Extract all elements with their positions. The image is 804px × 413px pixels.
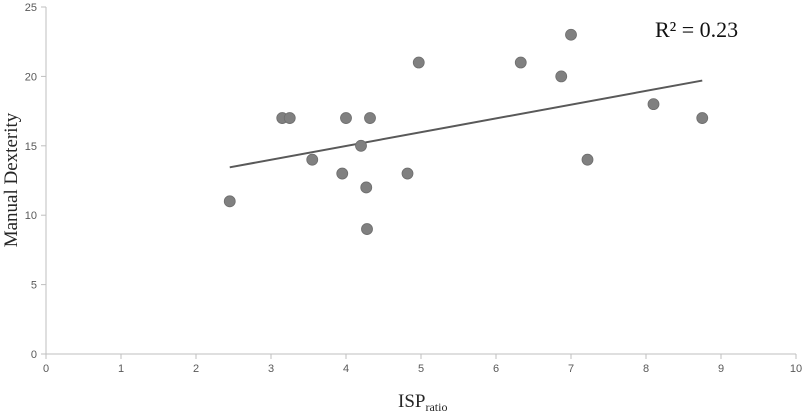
y-axis-label: Manual Dexterity xyxy=(1,112,22,247)
y-axis: 0 5 10 15 20 25 xyxy=(25,2,47,361)
data-point xyxy=(581,153,594,166)
r-squared-annotation: R² = 0.23 xyxy=(655,17,738,42)
data-point xyxy=(514,56,527,69)
data-point xyxy=(360,181,373,194)
y-tick-label: 10 xyxy=(25,210,37,222)
data-point xyxy=(364,112,376,124)
data-point xyxy=(647,98,660,111)
y-tick-label: 20 xyxy=(25,71,37,83)
data-point xyxy=(355,139,367,152)
x-tick-label: 7 xyxy=(568,363,574,375)
data-point xyxy=(696,112,709,124)
data-point xyxy=(412,56,425,69)
data-point xyxy=(306,153,319,166)
y-tick-label: 5 xyxy=(31,280,37,292)
trendline xyxy=(229,79,703,169)
x-tick-label: 0 xyxy=(43,363,49,375)
data-point xyxy=(401,167,414,180)
x-tick-label: 6 xyxy=(493,363,499,375)
data-points xyxy=(223,28,709,235)
y-tick-label: 25 xyxy=(25,2,37,14)
data-point xyxy=(283,112,296,124)
x-axis: 0 1 2 3 4 5 6 7 8 9 10 xyxy=(43,353,802,375)
x-tick-label: 2 xyxy=(193,363,199,375)
x-tick-label: 1 xyxy=(118,363,124,375)
y-tick-label: 15 xyxy=(25,141,37,153)
x-tick-label: 9 xyxy=(718,363,724,375)
x-axis-label-subscript: ratio xyxy=(425,400,447,413)
trendline-group xyxy=(229,79,703,169)
x-tick-label: 10 xyxy=(790,363,802,375)
data-point xyxy=(555,70,568,83)
y-tick-label: 0 xyxy=(31,349,37,361)
x-tick-label: 8 xyxy=(643,363,649,375)
data-point xyxy=(223,195,236,208)
x-axis-label: ISPratio xyxy=(398,391,447,413)
data-point xyxy=(336,167,349,180)
data-point xyxy=(565,28,577,41)
x-tick-label: 3 xyxy=(268,363,274,375)
x-axis-label-main: ISP xyxy=(398,391,425,412)
x-tick-label: 5 xyxy=(418,363,424,375)
data-point xyxy=(340,112,352,124)
x-tick-label: 4 xyxy=(343,363,349,375)
data-point xyxy=(361,223,373,235)
